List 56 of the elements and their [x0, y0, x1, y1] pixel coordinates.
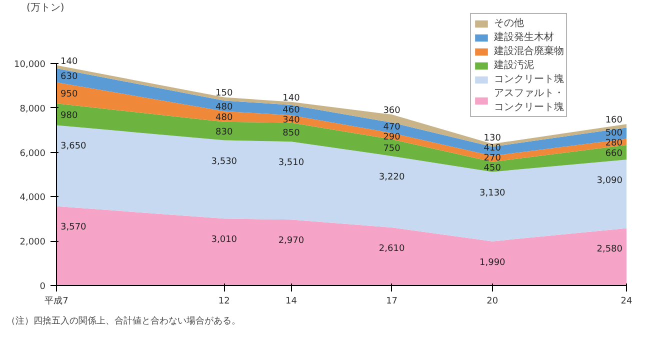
data-label: 2,970: [278, 236, 304, 246]
legend-label: 建設混合廃棄物: [494, 44, 564, 58]
y-tick-label: 6,000: [20, 148, 46, 159]
data-label: 280: [605, 138, 623, 148]
data-label: 290: [383, 132, 401, 143]
y-axis-title: (万トン): [26, 2, 64, 14]
y-tick-label: 10,000: [14, 60, 46, 70]
x-tick-label: 12: [218, 296, 230, 306]
y-tick-label: 8,000: [20, 104, 46, 114]
data-label: 160: [605, 116, 623, 126]
legend-label: 建設汚泥: [494, 58, 534, 72]
data-label: 480: [216, 113, 234, 124]
data-label: 480: [216, 102, 234, 112]
data-label: 630: [60, 72, 78, 82]
data-label: 3,130: [480, 188, 506, 198]
x-tick-label: 17: [386, 296, 398, 306]
data-label: 830: [216, 128, 234, 138]
legend-label: その他: [494, 17, 524, 30]
data-label: 850: [282, 128, 300, 139]
data-label: 410: [484, 143, 502, 154]
data-label: 270: [484, 153, 502, 164]
data-label: 660: [605, 148, 623, 159]
y-tick-label: 0: [40, 282, 46, 292]
legend-label: コンクリート塊: [494, 73, 564, 86]
data-label: 3,010: [211, 235, 238, 246]
data-label: 130: [484, 133, 502, 144]
y-tick-label: 2,000: [20, 238, 46, 248]
data-label: 500: [605, 128, 623, 138]
data-label: 150: [216, 88, 234, 99]
data-label: 2,580: [596, 244, 623, 255]
x-tick-label: 平成7: [44, 296, 68, 306]
data-label: 470: [383, 122, 401, 133]
legend-label: アスファルト・コンクリート塊: [494, 87, 564, 114]
legend-label: 建設発生木材: [494, 30, 554, 44]
data-label: 2,610: [378, 244, 405, 254]
text: （注）四捨五入の関係上、合計値と合わない場合がある。: [6, 316, 240, 326]
data-label: 3,090: [596, 176, 623, 186]
data-label: 340: [282, 116, 300, 126]
data-label: 3,650: [60, 142, 87, 152]
data-label: 460: [282, 106, 300, 116]
data-label: 1,990: [480, 258, 506, 268]
data-label: 950: [60, 89, 78, 100]
data-label: 3,530: [211, 156, 238, 167]
data-label: 750: [383, 144, 401, 154]
data-label: 980: [60, 110, 78, 121]
data-label: 450: [484, 163, 502, 174]
x-tick-label: 24: [620, 296, 632, 306]
data-label: 3,570: [60, 222, 87, 233]
data-label: 3,510: [278, 158, 304, 168]
y-tick-label: 4,000: [20, 193, 46, 204]
data-label: 140: [282, 93, 300, 104]
data-label: 360: [383, 106, 401, 116]
data-label: 3,220: [378, 172, 405, 183]
x-tick-label: 14: [285, 296, 298, 306]
data-label: 140: [60, 56, 78, 67]
x-tick-label: 20: [486, 296, 498, 306]
